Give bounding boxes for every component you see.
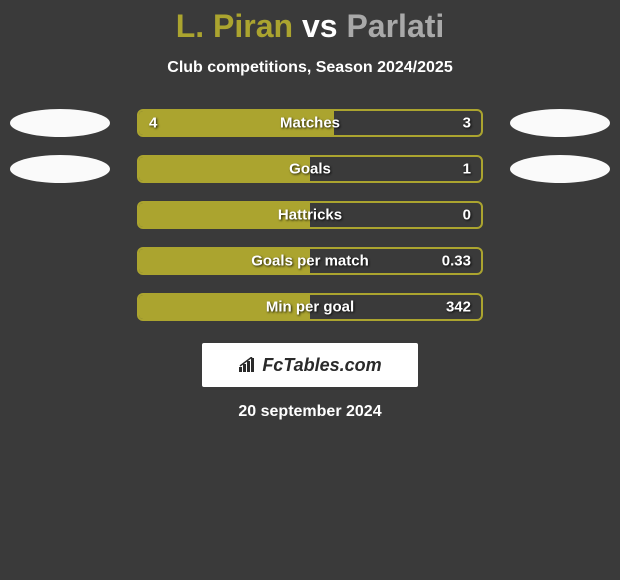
fctables-logo[interactable]: FcTables.com	[202, 343, 418, 387]
stat-bar: Goals per match 0.33	[137, 247, 483, 275]
stat-value-right: 342	[446, 299, 471, 316]
comparison-widget: L. Piran vs Parlati Club competitions, S…	[0, 0, 620, 421]
stat-bar: Goals 1	[137, 155, 483, 183]
stat-value-right: 3	[463, 115, 471, 132]
stat-bar: Hattricks 0	[137, 201, 483, 229]
stat-label: Min per goal	[266, 299, 354, 316]
player2-badge	[510, 109, 610, 137]
stat-label: Goals per match	[251, 253, 369, 270]
date-label: 20 september 2024	[238, 403, 381, 421]
stat-row: Goals per match 0.33	[0, 247, 620, 275]
stat-label: Matches	[280, 115, 340, 132]
stat-bar: Min per goal 342	[137, 293, 483, 321]
stat-value-right: 0.33	[442, 253, 471, 270]
vs-text: vs	[302, 8, 338, 44]
stat-value-left: 4	[149, 115, 157, 132]
bar-fill-left	[139, 157, 310, 181]
stat-row: 4 Matches 3	[0, 109, 620, 137]
stat-row: Goals 1	[0, 155, 620, 183]
stat-label: Goals	[289, 161, 331, 178]
stat-label: Hattricks	[278, 207, 342, 224]
stats-list: 4 Matches 3 Goals 1 Hattricks 0 Goals per match…	[0, 109, 620, 321]
bar-chart-icon	[238, 357, 258, 373]
player2-badge	[510, 155, 610, 183]
player2-name: Parlati	[346, 8, 444, 44]
page-title: L. Piran vs Parlati	[176, 8, 445, 45]
stat-value-right: 0	[463, 207, 471, 224]
player1-badge	[10, 155, 110, 183]
stat-value-right: 1	[463, 161, 471, 178]
bar-fill-right	[310, 157, 481, 181]
bar-fill-right	[334, 111, 481, 135]
player1-badge	[10, 109, 110, 137]
stat-row: Min per goal 342	[0, 293, 620, 321]
logo-text: FcTables.com	[262, 355, 381, 376]
stat-row: Hattricks 0	[0, 201, 620, 229]
player1-name: L. Piran	[176, 8, 293, 44]
stat-bar: 4 Matches 3	[137, 109, 483, 137]
subtitle: Club competitions, Season 2024/2025	[167, 59, 452, 77]
